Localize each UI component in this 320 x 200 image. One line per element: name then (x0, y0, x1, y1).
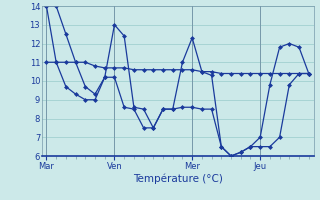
X-axis label: Température (°C): Température (°C) (133, 173, 222, 184)
